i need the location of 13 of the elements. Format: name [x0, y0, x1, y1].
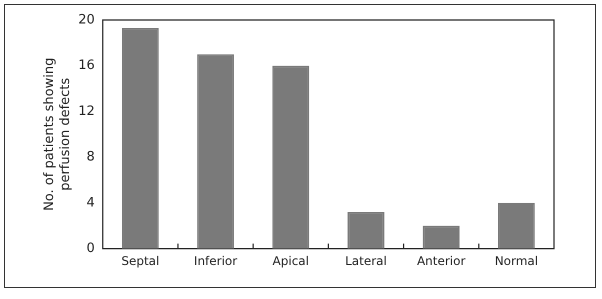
y-tick-label: 8 [86, 150, 95, 165]
x-tick-label: Apical [272, 254, 309, 268]
x-tick-label: Lateral [345, 254, 387, 268]
y-tick-label: 16 [78, 58, 95, 74]
y-axis-title: No. of patients showing perfusion defects [42, 58, 73, 211]
x-tick-label: Anterior [416, 254, 466, 268]
y-tick-label: 4 [86, 195, 95, 210]
x-tick-label: Septal [121, 254, 160, 268]
y-tick-label: 20 [78, 12, 95, 28]
x-tick-label: Inferior [194, 254, 238, 268]
y-tick-label: 12 [78, 104, 95, 119]
x-tick-label: Normal [494, 254, 538, 268]
y-tick-label: 0 [86, 240, 95, 256]
